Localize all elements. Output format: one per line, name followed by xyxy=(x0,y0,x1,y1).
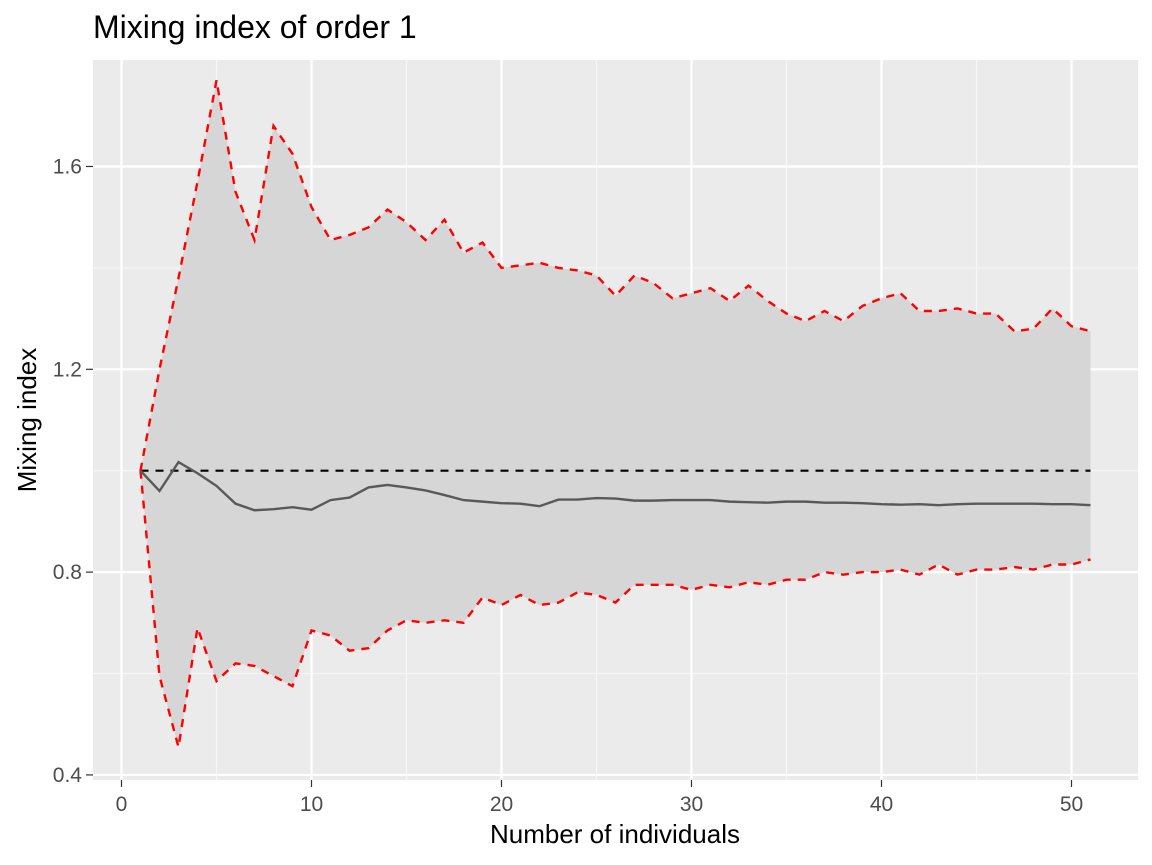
y-axis-ticks: 0.4 0.8 1.2 1.6 xyxy=(53,155,93,787)
x-tick-label: 40 xyxy=(870,793,893,816)
y-tick-label: 0.8 xyxy=(53,561,82,584)
x-tick-label: 20 xyxy=(490,793,513,816)
x-axis-ticks: 0 10 20 30 40 50 xyxy=(116,780,1083,816)
x-tick-label: 30 xyxy=(680,793,703,816)
observed-mixing-index-line xyxy=(139,460,1091,512)
y-tick-label: 1.6 xyxy=(53,155,82,178)
x-tick-label: 50 xyxy=(1060,793,1083,816)
chart-title: Mixing index of order 1 xyxy=(93,9,417,45)
y-axis-title: Mixing index xyxy=(12,348,42,493)
x-axis-title: Number of individuals xyxy=(490,819,740,849)
confidence-ribbon xyxy=(140,80,1091,748)
lower-bound-line xyxy=(139,470,1091,748)
y-tick-label: 1.2 xyxy=(53,358,82,381)
x-tick-label: 0 xyxy=(116,793,128,816)
y-tick-label: 0.4 xyxy=(53,764,83,787)
x-tick-label: 10 xyxy=(300,793,323,816)
